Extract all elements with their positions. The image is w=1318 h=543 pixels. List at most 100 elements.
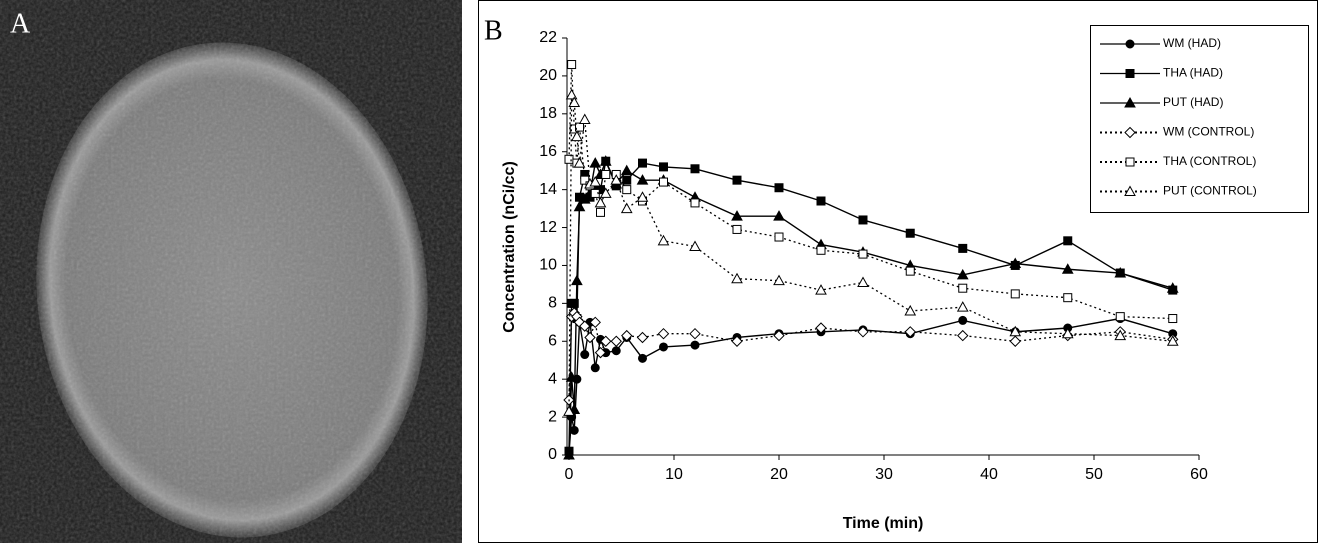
series-line — [568, 159, 1173, 456]
legend-label: WM (CONTROL) — [1163, 125, 1254, 139]
marker — [816, 245, 826, 255]
x-axis-label: Time (min) — [843, 515, 924, 532]
marker — [659, 177, 668, 187]
marker — [815, 322, 827, 334]
marker — [580, 350, 590, 360]
marker — [620, 202, 633, 214]
marker — [957, 329, 969, 342]
marker — [905, 266, 915, 276]
marker — [773, 210, 785, 221]
marker — [904, 304, 917, 316]
marker — [689, 327, 701, 340]
y-axis-label: Concentration (nCi/cc) — [501, 161, 518, 333]
y-tick-label: 4 — [548, 370, 557, 387]
marker — [620, 164, 633, 176]
marker — [575, 122, 584, 132]
x-tick-label: 30 — [875, 466, 893, 483]
marker — [657, 327, 670, 340]
marker — [571, 274, 583, 286]
marker — [579, 320, 591, 332]
x-tick-label: 20 — [770, 466, 788, 483]
marker — [568, 96, 581, 107]
marker — [571, 130, 583, 142]
x-tick-label: 0 — [565, 466, 574, 483]
marker — [731, 272, 743, 284]
y-tick-label: 14 — [539, 181, 557, 198]
y-tick-label: 6 — [548, 332, 557, 349]
marker — [589, 316, 601, 329]
series-line — [568, 317, 1173, 454]
marker — [636, 174, 649, 185]
marker — [564, 154, 574, 164]
marker — [659, 342, 668, 352]
marker — [636, 331, 649, 344]
marker — [594, 346, 607, 359]
marker — [600, 335, 612, 347]
marker — [596, 207, 605, 217]
marker — [773, 274, 785, 286]
brain-image — [0, 0, 462, 543]
marker — [622, 185, 632, 195]
marker — [610, 335, 622, 347]
marker — [584, 331, 596, 344]
marker — [1009, 257, 1022, 269]
marker — [599, 155, 612, 166]
y-tick-label: 0 — [548, 446, 557, 463]
marker — [858, 249, 868, 259]
y-tick-label: 8 — [548, 295, 557, 312]
legend-label: PUT (CONTROL) — [1163, 184, 1257, 198]
marker — [565, 88, 578, 100]
marker — [590, 188, 600, 198]
marker — [1061, 327, 1074, 339]
marker — [958, 283, 968, 293]
x-tick-label: 10 — [665, 466, 683, 483]
marker — [589, 157, 602, 168]
marker — [589, 176, 602, 187]
marker — [1114, 329, 1127, 341]
marker — [1063, 293, 1073, 303]
marker — [594, 196, 607, 208]
marker — [689, 240, 701, 251]
marker — [1061, 263, 1074, 274]
marker — [1063, 236, 1073, 246]
marker — [1009, 325, 1022, 337]
legend-label: WM (HAD) — [1163, 36, 1221, 50]
marker — [956, 301, 969, 312]
marker — [816, 196, 826, 206]
marker — [731, 335, 743, 347]
marker — [611, 346, 621, 356]
marker — [578, 193, 591, 204]
marker — [569, 425, 579, 435]
legend-label: PUT (HAD) — [1163, 95, 1223, 109]
marker — [773, 329, 785, 342]
marker — [621, 329, 633, 342]
marker — [815, 284, 827, 295]
marker — [578, 113, 591, 125]
marker — [1166, 335, 1179, 346]
marker — [1009, 335, 1021, 347]
marker — [1166, 282, 1179, 293]
marker — [1125, 69, 1135, 78]
y-tick-label: 2 — [548, 408, 557, 425]
marker — [857, 326, 869, 338]
marker — [1124, 126, 1136, 139]
marker — [690, 164, 700, 174]
marker — [599, 187, 612, 198]
marker — [622, 175, 632, 185]
marker — [1168, 314, 1178, 324]
x-tick-label: 60 — [1190, 466, 1208, 483]
marker — [774, 232, 784, 242]
marker — [690, 198, 700, 208]
marker — [904, 326, 916, 338]
marker — [563, 405, 575, 416]
marker — [590, 363, 600, 373]
marker — [1124, 96, 1136, 108]
marker — [657, 234, 670, 246]
marker — [1114, 267, 1127, 278]
y-tick-label: 10 — [539, 257, 557, 274]
y-tick-label: 16 — [539, 143, 557, 160]
marker — [905, 228, 915, 238]
marker — [857, 276, 869, 288]
marker — [659, 162, 668, 172]
